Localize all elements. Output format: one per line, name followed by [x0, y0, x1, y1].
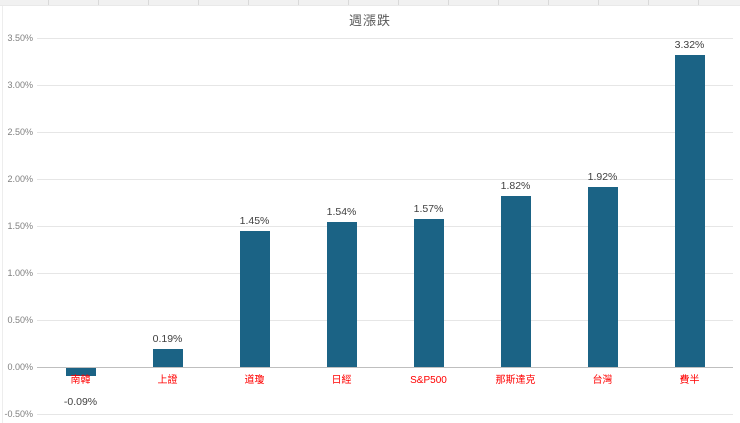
- gridline: [37, 179, 733, 180]
- gridline: [37, 132, 733, 133]
- x-axis-category-label: 那斯達克: [495, 375, 536, 386]
- x-axis-category-label: 南韓: [70, 375, 91, 386]
- y-axis-tick-label: 2.00%: [7, 174, 33, 184]
- bar-value-label: 3.32%: [674, 38, 705, 51]
- bar-4[interactable]: [413, 219, 444, 367]
- bar-5[interactable]: [500, 195, 531, 367]
- gridline: [37, 320, 733, 321]
- bar-value-label: 1.92%: [587, 170, 618, 183]
- bar-1[interactable]: [152, 349, 183, 367]
- gridline: [37, 414, 733, 415]
- y-axis-tick-label: 2.50%: [7, 127, 33, 137]
- x-axis-category-label: 上證: [157, 375, 178, 386]
- bar-value-label: 0.19%: [152, 333, 183, 346]
- bar-2[interactable]: [239, 230, 270, 367]
- chart-border-left: [2, 6, 3, 423]
- gridline: [37, 273, 733, 274]
- bar-3[interactable]: [326, 222, 357, 367]
- bar-7[interactable]: [674, 54, 705, 367]
- y-axis-tick-label: 1.00%: [7, 268, 33, 278]
- chart-title[interactable]: 週漲跌: [348, 13, 391, 28]
- y-axis-tick-label: 0.50%: [7, 315, 33, 325]
- x-axis-category-label: 日經: [331, 375, 352, 386]
- bar-value-label: 1.82%: [500, 179, 531, 192]
- bar-value-label: 1.54%: [326, 206, 357, 219]
- bar-0[interactable]: [65, 368, 96, 377]
- y-axis-tick-label: 3.00%: [7, 80, 33, 90]
- bar-value-label: 1.57%: [413, 203, 444, 216]
- y-axis-tick-label: 0.00%: [7, 362, 33, 372]
- y-axis-tick-label: 1.50%: [7, 221, 33, 231]
- bar-value-label: 1.45%: [239, 214, 270, 227]
- gridline: [37, 85, 733, 86]
- x-axis-category-label: 道瓊: [244, 375, 265, 386]
- bar-6[interactable]: [587, 186, 618, 367]
- gridline: [37, 38, 733, 39]
- x-axis-category-label: 費半: [679, 375, 700, 386]
- bar-value-label: -0.09%: [63, 396, 98, 409]
- x-axis-category-label: 台灣: [592, 375, 613, 386]
- y-axis-tick-label: 3.50%: [7, 33, 33, 43]
- y-axis-tick-label: -0.50%: [4, 409, 33, 419]
- x-axis-category-label: S&P500: [410, 375, 447, 386]
- spreadsheet-row-strip: [0, 0, 740, 6]
- x-axis-line: [37, 367, 733, 368]
- gridline: [37, 226, 733, 227]
